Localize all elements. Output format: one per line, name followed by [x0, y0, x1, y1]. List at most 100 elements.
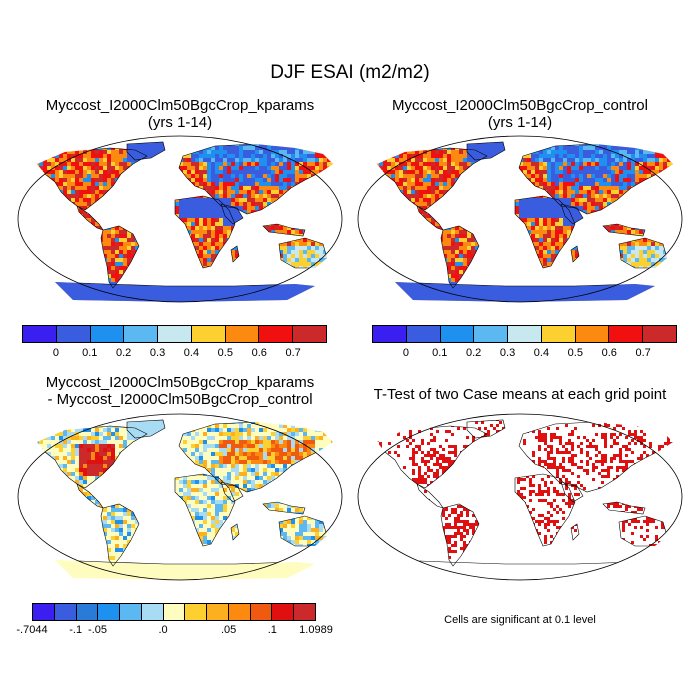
coastline-arabia: [220, 203, 244, 225]
coastline-arabia: [560, 203, 584, 225]
colorbar-kparams: [22, 325, 327, 343]
panel-title-control: Myccost_I2000Clm50BgcCrop_control (yrs 1…: [355, 97, 685, 131]
coastline-indonesia: [262, 501, 306, 515]
colorbar-tick-label: 0.2: [466, 347, 482, 359]
coastline-centralAmerica: [76, 205, 104, 231]
coastline-southAmerica: [440, 503, 480, 567]
colorbar-tick-label: 0.2: [116, 347, 132, 359]
colorbar-tick-label: .05: [220, 624, 237, 636]
colorbar-difference: [32, 603, 316, 621]
colorbar-swatch: [54, 604, 77, 620]
colorbar-swatch: [98, 604, 121, 620]
colorbar-swatch: [293, 326, 327, 342]
colorbar-swatch: [259, 326, 294, 342]
map-difference: [17, 413, 343, 581]
colorbar-tick-label: 0.4: [183, 347, 200, 359]
colorbar-ticks-difference: -.7044 -.1 -.05 .0 .05 .1 1.0989: [16, 624, 332, 638]
coastline-arabia: [220, 481, 244, 503]
panel-title-line1: Myccost_I2000Clm50BgcCrop_kparams: [45, 97, 315, 114]
coastline-africa: [514, 473, 576, 547]
colorbar-swatch: [120, 604, 142, 620]
colorbar-swatch: [609, 326, 644, 342]
coastline-centralAmerica: [416, 205, 444, 231]
map-control: [357, 135, 683, 303]
colorbar-tick-label: 0.1: [432, 347, 448, 359]
map-border: [17, 135, 343, 303]
coastline-northAmerica: [36, 147, 148, 211]
coastline-northAmerica: [36, 425, 148, 489]
map-kparams: [17, 135, 343, 303]
map-border: [17, 413, 343, 581]
colorbar-tick-label: 0.5: [567, 347, 583, 359]
colorbar-tick-label: 0.6: [251, 347, 267, 359]
coastline-africa: [514, 195, 576, 269]
colorbar-swatch: [250, 604, 273, 620]
coastline-greenland: [126, 141, 166, 161]
panel-title-line2: (yrs 1-14): [487, 114, 553, 131]
panel-title-kparams: Myccost_I2000Clm50BgcCrop_kparams (yrs 1…: [15, 97, 345, 131]
colorbar-swatch: [541, 326, 576, 342]
map-border: [357, 135, 683, 303]
colorbar-swatch: [124, 326, 159, 342]
coastline-greenland: [466, 141, 506, 161]
colorbar-ticks-control: 0 0.1 0.2 0.3 0.4 0.5 0.6 0.7: [372, 347, 677, 361]
colorbar-swatch: [440, 326, 475, 342]
colorbar-swatch: [228, 604, 251, 620]
coastline-arabia: [560, 481, 584, 503]
colorbar-swatch: [643, 326, 677, 342]
coastline-madagascar: [230, 245, 240, 263]
coastline-madagascar: [230, 523, 240, 541]
colorbar-swatch: [294, 604, 315, 620]
coastline-northAmerica: [376, 147, 488, 211]
colorbar-tick-label: 0.1: [82, 347, 98, 359]
colorbar-tick-label: 0.5: [217, 347, 233, 359]
colorbar-swatch: [272, 604, 295, 620]
coastline-centralAmerica: [416, 483, 444, 509]
colorbar-swatch: [185, 604, 208, 620]
coastline-southAmerica: [440, 225, 480, 289]
colorbar-swatch: [56, 326, 91, 342]
colorbar-swatch: [23, 326, 57, 342]
coastline-madagascar: [570, 523, 580, 541]
coastline-greenland: [126, 419, 166, 439]
colorbar-tick-label: 1.0989: [299, 624, 333, 636]
colorbar-swatch: [406, 326, 441, 342]
panel-title-difference: Myccost_I2000Clm50BgcCrop_kparams - Mycc…: [15, 374, 345, 408]
colorbar-swatch: [163, 604, 186, 620]
map-border: [357, 413, 683, 581]
colorbar-tick-label: 0.7: [635, 347, 651, 359]
colorbar-swatch: [90, 326, 125, 342]
colorbar-control: [372, 325, 677, 343]
colorbar-tick-label: 0.4: [533, 347, 550, 359]
panel-title-line1: Myccost_I2000Clm50BgcCrop_kparams: [45, 374, 315, 391]
panel-title-line2: (yrs 1-14): [147, 114, 213, 131]
panel-title-ttest: T-Test of two Case means at each grid po…: [373, 386, 667, 403]
ttest-note: Cells are significant at 0.1 level: [444, 614, 596, 626]
colorbar-swatch: [225, 326, 260, 342]
coastline-southAmerica: [100, 503, 140, 567]
coastline-indonesia: [262, 223, 306, 237]
colorbar-ticks-kparams: 0 0.1 0.2 0.3 0.4 0.5 0.6 0.7: [22, 347, 327, 361]
colorbar-tick-label: -.7044: [16, 624, 48, 636]
colorbar-swatch: [141, 604, 164, 620]
figure-title: DJF ESAI (m2/m2): [270, 62, 430, 83]
colorbar-tick-label: 0.6: [601, 347, 617, 359]
colorbar-tick-label: .1: [267, 624, 277, 636]
colorbar-tick-label: 0.7: [285, 347, 301, 359]
panel-title-line2: - Myccost_I2000Clm50BgcCrop_control: [47, 391, 313, 408]
colorbar-tick-label: 0: [402, 347, 409, 359]
colorbar-tick-label: 0.3: [149, 347, 166, 359]
colorbar-swatch: [191, 326, 226, 342]
coastline-indonesia: [602, 501, 646, 515]
map-ttest: [357, 413, 683, 581]
colorbar-swatch: [207, 604, 229, 620]
panel-title-line1: Myccost_I2000Clm50BgcCrop_control: [392, 97, 648, 114]
colorbar-swatch: [508, 326, 542, 342]
colorbar-tick-label: 0.3: [499, 347, 516, 359]
coastline-northAmerica: [376, 425, 488, 489]
coastline-africa: [174, 473, 236, 547]
colorbar-swatch: [373, 326, 407, 342]
colorbar-swatch: [474, 326, 509, 342]
colorbar-swatch: [575, 326, 610, 342]
colorbar-swatch: [76, 604, 99, 620]
